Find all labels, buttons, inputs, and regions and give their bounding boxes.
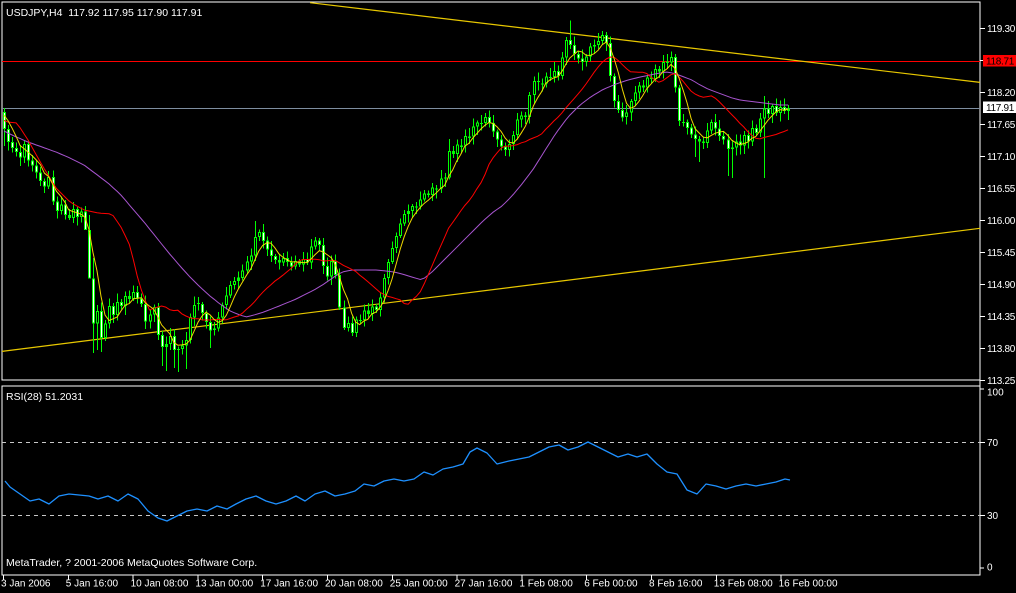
svg-text:100: 100 [987, 388, 1004, 399]
svg-text:116.00: 116.00 [987, 216, 1016, 227]
svg-text:3 Jan 2006: 3 Jan 2006 [1, 579, 51, 589]
svg-text:70: 70 [987, 438, 999, 449]
svg-text:13 Feb 08:00: 13 Feb 08:00 [714, 579, 773, 589]
svg-text:USDJPY,H4 117.92 117.95 117.9: USDJPY,H4 117.92 117.95 117.90 117.91 [6, 7, 203, 19]
svg-text:117.65: 117.65 [987, 120, 1016, 131]
svg-text:118.71: 118.71 [986, 57, 1015, 68]
svg-text:20 Jan 08:00: 20 Jan 08:00 [325, 579, 383, 589]
svg-text:30: 30 [987, 511, 999, 522]
svg-text:117.10: 117.10 [987, 152, 1016, 163]
svg-text:1 Feb 08:00: 1 Feb 08:00 [519, 579, 573, 589]
svg-text:117.91: 117.91 [986, 103, 1015, 114]
svg-text:6 Feb 00:00: 6 Feb 00:00 [584, 579, 638, 589]
svg-text:118.20: 118.20 [987, 88, 1016, 99]
svg-text:10 Jan 08:00: 10 Jan 08:00 [131, 579, 189, 589]
svg-text:27 Jan 16:00: 27 Jan 16:00 [455, 579, 513, 589]
svg-text:119.30: 119.30 [987, 24, 1016, 35]
svg-text:17 Jan 16:00: 17 Jan 16:00 [260, 579, 318, 589]
svg-text:0: 0 [987, 563, 993, 574]
svg-text:25 Jan 00:00: 25 Jan 00:00 [390, 579, 448, 589]
svg-text:114.90: 114.90 [987, 280, 1016, 291]
svg-text:113.80: 113.80 [987, 344, 1016, 355]
svg-text:116.55: 116.55 [987, 184, 1016, 195]
svg-text:115.45: 115.45 [987, 248, 1016, 259]
svg-text:113.25: 113.25 [987, 376, 1016, 387]
svg-text:MetaTrader, ? 2001-2006 MetaQu: MetaTrader, ? 2001-2006 MetaQuotes Softw… [6, 557, 257, 569]
svg-text:114.35: 114.35 [987, 312, 1016, 323]
svg-text:5 Jan 16:00: 5 Jan 16:00 [66, 579, 119, 589]
svg-text:RSI(28) 51.2031: RSI(28) 51.2031 [6, 391, 83, 403]
svg-text:13 Jan 00:00: 13 Jan 00:00 [195, 579, 253, 589]
svg-text:8 Feb 16:00: 8 Feb 16:00 [649, 579, 703, 589]
svg-text:16 Feb 00:00: 16 Feb 00:00 [779, 579, 838, 589]
